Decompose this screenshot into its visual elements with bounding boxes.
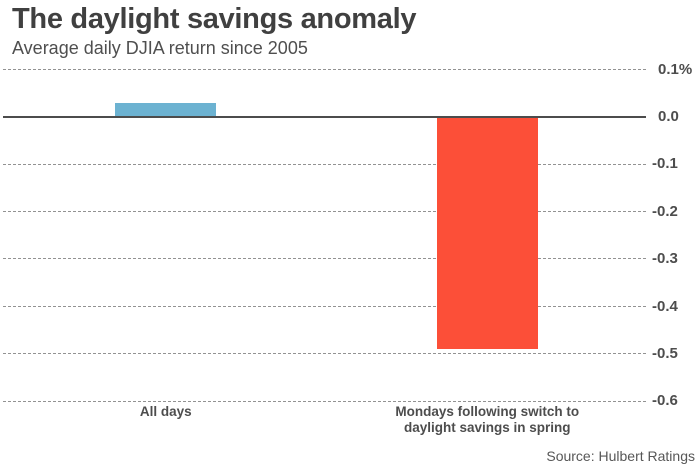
source-credit: Source: Hulbert Ratings	[546, 448, 695, 464]
gridline	[3, 163, 646, 165]
bar-all-days	[115, 102, 217, 117]
zero-axis-line	[3, 116, 646, 118]
gridline	[3, 258, 646, 260]
gridline	[3, 305, 646, 307]
gridline	[3, 68, 646, 70]
gridline	[3, 353, 646, 355]
y-tick-label: -0.3	[652, 250, 678, 268]
x-category-label: All days	[139, 404, 192, 419]
y-tick-label: -0.1	[652, 155, 678, 173]
chart-title: The daylight savings anomaly	[12, 3, 417, 35]
gridline	[3, 211, 646, 213]
chart-subtitle: Average daily DJIA return since 2005	[12, 38, 308, 58]
y-tick-label: -0.4	[652, 297, 678, 315]
gridline	[3, 400, 646, 402]
y-tick-label: -0.2	[652, 202, 678, 220]
bar-dst-mondays	[436, 117, 538, 350]
y-tick-label: 0.0	[658, 108, 679, 125]
y-tick-label: -0.6	[652, 392, 678, 410]
x-category-label: Mondays following switch to daylight sav…	[395, 404, 580, 435]
y-tick-label: -0.5	[652, 345, 678, 362]
y-tick-label: 0.1%	[658, 60, 693, 78]
